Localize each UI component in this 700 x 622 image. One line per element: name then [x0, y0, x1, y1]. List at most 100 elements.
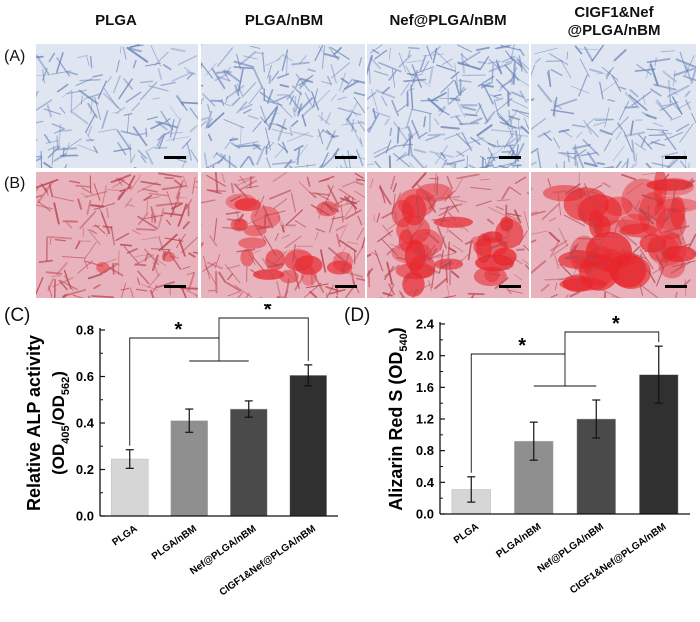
cell	[131, 102, 141, 112]
cell	[292, 107, 296, 117]
cell	[311, 91, 320, 111]
cell	[124, 198, 133, 208]
cell	[630, 163, 636, 168]
cell	[97, 258, 118, 267]
cell	[493, 147, 504, 156]
cell	[684, 279, 687, 297]
cell	[560, 59, 572, 79]
cell	[629, 120, 634, 136]
cell	[607, 99, 616, 102]
cell	[350, 270, 356, 289]
cell	[292, 244, 296, 263]
cell	[583, 266, 591, 281]
mineral-deposit	[617, 213, 650, 235]
cell	[144, 253, 149, 262]
mineral-deposit	[252, 269, 285, 280]
cell	[514, 144, 519, 164]
scale-bar	[665, 285, 687, 288]
cell	[477, 75, 495, 87]
cell	[63, 275, 74, 292]
cell	[186, 289, 198, 297]
cell	[37, 181, 53, 204]
cell	[305, 283, 329, 289]
cell	[56, 262, 68, 275]
cell	[284, 270, 300, 285]
cell	[290, 192, 297, 213]
cell	[164, 176, 175, 180]
mineral-deposit	[593, 215, 611, 238]
cell	[680, 257, 684, 269]
cell	[315, 228, 326, 233]
cell	[317, 115, 331, 125]
cell	[140, 81, 158, 101]
cell	[169, 105, 180, 119]
cell	[591, 44, 604, 62]
cell	[426, 244, 429, 259]
cell	[534, 47, 558, 55]
cell	[426, 231, 440, 244]
cell	[382, 291, 393, 297]
cell	[576, 131, 583, 139]
cell	[531, 210, 546, 217]
cell	[239, 125, 242, 145]
cell	[225, 85, 245, 99]
cell	[481, 84, 494, 88]
cell	[103, 88, 119, 109]
cell	[419, 55, 427, 72]
cell	[408, 46, 420, 50]
cell	[154, 51, 169, 66]
cell	[45, 187, 49, 196]
cell	[189, 124, 198, 133]
cell	[543, 132, 552, 141]
cell	[468, 164, 477, 168]
cell	[285, 54, 289, 76]
cell	[78, 89, 99, 105]
cell	[236, 101, 248, 114]
cell	[97, 128, 117, 133]
cell	[671, 179, 678, 205]
cell	[494, 277, 509, 290]
cell	[162, 131, 183, 135]
cell	[53, 128, 64, 134]
cell	[237, 68, 244, 93]
cell-group	[531, 44, 696, 168]
cell	[398, 238, 400, 251]
cell	[674, 291, 678, 298]
cell	[461, 105, 477, 112]
cell	[403, 78, 427, 83]
cell	[575, 150, 585, 168]
cell	[552, 244, 569, 256]
cell	[406, 225, 411, 239]
mineral-deposit	[558, 250, 603, 270]
cell	[351, 197, 357, 214]
cell	[339, 197, 358, 205]
cell	[589, 68, 603, 74]
cell	[634, 142, 646, 151]
cell	[393, 121, 409, 142]
cell	[157, 207, 165, 228]
cell	[326, 292, 328, 298]
cell	[127, 175, 136, 189]
cell	[318, 201, 325, 220]
y-axis-title-line1: Relative ALP activity	[24, 335, 44, 511]
cell	[126, 46, 149, 63]
cell	[406, 59, 424, 63]
cell	[425, 134, 440, 142]
cell	[571, 124, 586, 128]
cell	[250, 45, 261, 49]
mineral-deposit	[620, 223, 658, 238]
cell	[660, 151, 679, 158]
cell	[324, 202, 340, 213]
cell	[370, 88, 378, 112]
cell	[249, 176, 253, 189]
cell	[372, 107, 377, 119]
cell	[439, 235, 445, 251]
cell	[120, 287, 130, 291]
cell	[214, 172, 219, 194]
cell	[485, 152, 493, 168]
cell	[36, 277, 44, 296]
cell	[583, 162, 598, 167]
cell	[277, 215, 282, 227]
y-axis-title-part: )	[49, 371, 68, 377]
cell	[463, 61, 470, 66]
